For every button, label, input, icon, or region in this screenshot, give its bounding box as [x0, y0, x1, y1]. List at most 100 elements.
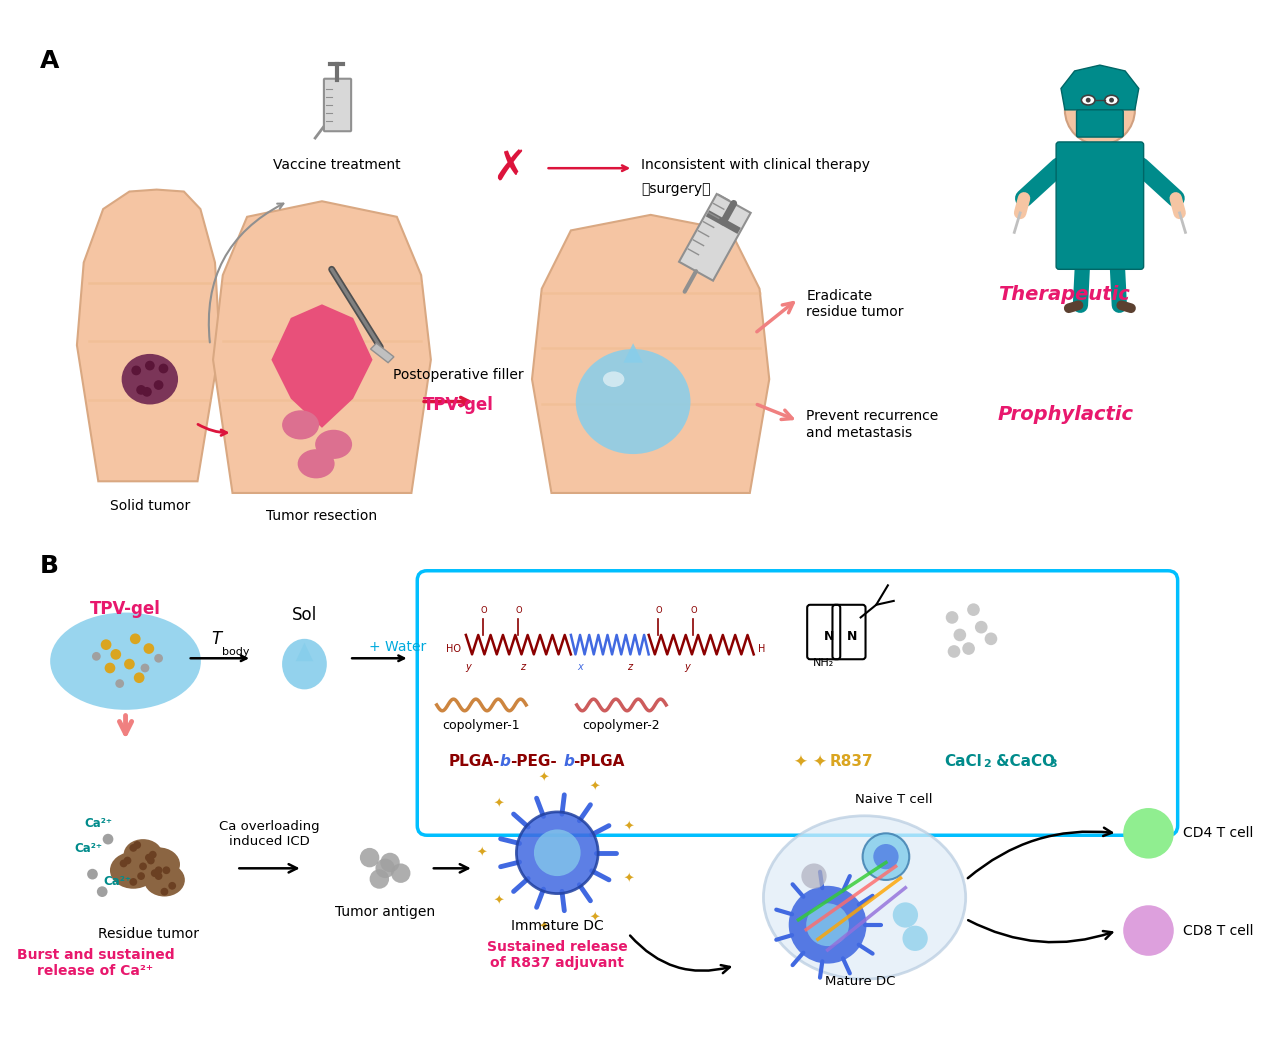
- Circle shape: [962, 642, 975, 655]
- Text: Residue tumor: Residue tumor: [99, 926, 199, 940]
- Text: Ca²⁺: Ca²⁺: [104, 876, 132, 889]
- Ellipse shape: [282, 410, 319, 440]
- Text: -PLGA: -PLGA: [572, 754, 624, 768]
- Text: copolymer-1: copolymer-1: [443, 719, 520, 731]
- Text: TPV-gel: TPV-gel: [423, 395, 494, 414]
- Text: Postoperative filler: Postoperative filler: [393, 368, 523, 383]
- Ellipse shape: [110, 852, 156, 889]
- Text: HO: HO: [445, 644, 461, 653]
- Ellipse shape: [282, 639, 327, 689]
- Text: Tumor antigen: Tumor antigen: [335, 905, 435, 919]
- Circle shape: [953, 628, 966, 641]
- Text: x: x: [577, 662, 584, 672]
- Text: N: N: [846, 630, 857, 643]
- Circle shape: [137, 873, 145, 880]
- Text: y: y: [685, 662, 690, 672]
- Circle shape: [155, 653, 162, 663]
- Circle shape: [132, 366, 141, 375]
- Text: 3: 3: [1049, 759, 1057, 769]
- Circle shape: [534, 829, 581, 876]
- Circle shape: [151, 870, 159, 877]
- Text: NH₂: NH₂: [813, 658, 834, 668]
- Circle shape: [360, 847, 379, 867]
- Text: ✗: ✗: [492, 148, 527, 189]
- Text: ✦: ✦: [623, 873, 633, 885]
- Circle shape: [376, 859, 395, 878]
- Text: ✦: ✦: [539, 772, 549, 784]
- Circle shape: [91, 652, 100, 661]
- Circle shape: [147, 857, 155, 864]
- Ellipse shape: [122, 354, 178, 405]
- Circle shape: [119, 860, 127, 867]
- Text: Prevent recurrence
and metastasis: Prevent recurrence and metastasis: [806, 409, 939, 440]
- Text: N: N: [825, 630, 835, 643]
- Text: b: b: [563, 754, 574, 768]
- Text: 2: 2: [983, 759, 991, 769]
- Text: H: H: [758, 644, 765, 653]
- Polygon shape: [272, 305, 373, 428]
- Circle shape: [902, 925, 928, 951]
- Circle shape: [161, 887, 169, 896]
- Text: z: z: [520, 662, 525, 672]
- Circle shape: [104, 663, 115, 674]
- Circle shape: [516, 812, 598, 894]
- Circle shape: [88, 868, 98, 879]
- Text: ✦: ✦: [590, 912, 600, 925]
- Circle shape: [159, 364, 169, 373]
- Text: Sol: Sol: [292, 606, 317, 624]
- Text: ✦: ✦: [494, 895, 504, 907]
- Circle shape: [123, 857, 132, 864]
- Ellipse shape: [298, 449, 335, 479]
- Circle shape: [142, 387, 152, 396]
- Circle shape: [136, 385, 146, 395]
- Ellipse shape: [143, 863, 185, 897]
- Text: CD8 T cell: CD8 T cell: [1183, 923, 1253, 938]
- Text: CaCl: CaCl: [944, 754, 982, 768]
- Ellipse shape: [603, 371, 624, 387]
- Text: O: O: [690, 606, 697, 616]
- Circle shape: [129, 878, 137, 885]
- Text: O: O: [655, 606, 661, 616]
- Text: body: body: [222, 646, 249, 657]
- Text: b: b: [500, 754, 511, 768]
- Text: Prophylactic: Prophylactic: [997, 406, 1133, 425]
- Text: Therapeutic: Therapeutic: [997, 285, 1129, 304]
- Text: ✦: ✦: [539, 921, 549, 934]
- Circle shape: [369, 870, 390, 889]
- Circle shape: [873, 844, 898, 870]
- Circle shape: [967, 603, 980, 616]
- Circle shape: [133, 672, 145, 683]
- Text: z: z: [627, 662, 632, 672]
- Text: Immature DC: Immature DC: [511, 919, 604, 933]
- Ellipse shape: [51, 612, 201, 709]
- Text: Tumor resection: Tumor resection: [266, 508, 377, 523]
- Circle shape: [154, 380, 164, 390]
- Circle shape: [1065, 75, 1134, 144]
- Text: Eradicate
residue tumor: Eradicate residue tumor: [806, 289, 904, 319]
- Circle shape: [155, 873, 162, 880]
- Circle shape: [162, 866, 170, 874]
- Polygon shape: [1061, 65, 1138, 110]
- Text: O: O: [480, 606, 487, 616]
- Circle shape: [141, 664, 150, 672]
- Text: ✦: ✦: [494, 798, 504, 811]
- Ellipse shape: [137, 847, 180, 881]
- Circle shape: [391, 863, 410, 883]
- Circle shape: [801, 863, 826, 889]
- Polygon shape: [77, 190, 220, 482]
- Polygon shape: [679, 194, 751, 280]
- Circle shape: [1123, 905, 1174, 956]
- Text: Sustained release
of R837 adjuvant: Sustained release of R837 adjuvant: [487, 940, 628, 971]
- Ellipse shape: [315, 430, 352, 458]
- Ellipse shape: [123, 839, 162, 871]
- Circle shape: [1123, 808, 1174, 859]
- Text: Burst and sustained
release of Ca²⁺: Burst and sustained release of Ca²⁺: [16, 948, 174, 978]
- Text: ✦: ✦: [623, 820, 633, 834]
- Polygon shape: [532, 215, 769, 493]
- Circle shape: [145, 854, 152, 861]
- Ellipse shape: [576, 349, 690, 454]
- Ellipse shape: [1109, 98, 1114, 102]
- Circle shape: [169, 882, 176, 890]
- Text: ✦: ✦: [590, 781, 600, 794]
- Text: y: y: [464, 662, 471, 672]
